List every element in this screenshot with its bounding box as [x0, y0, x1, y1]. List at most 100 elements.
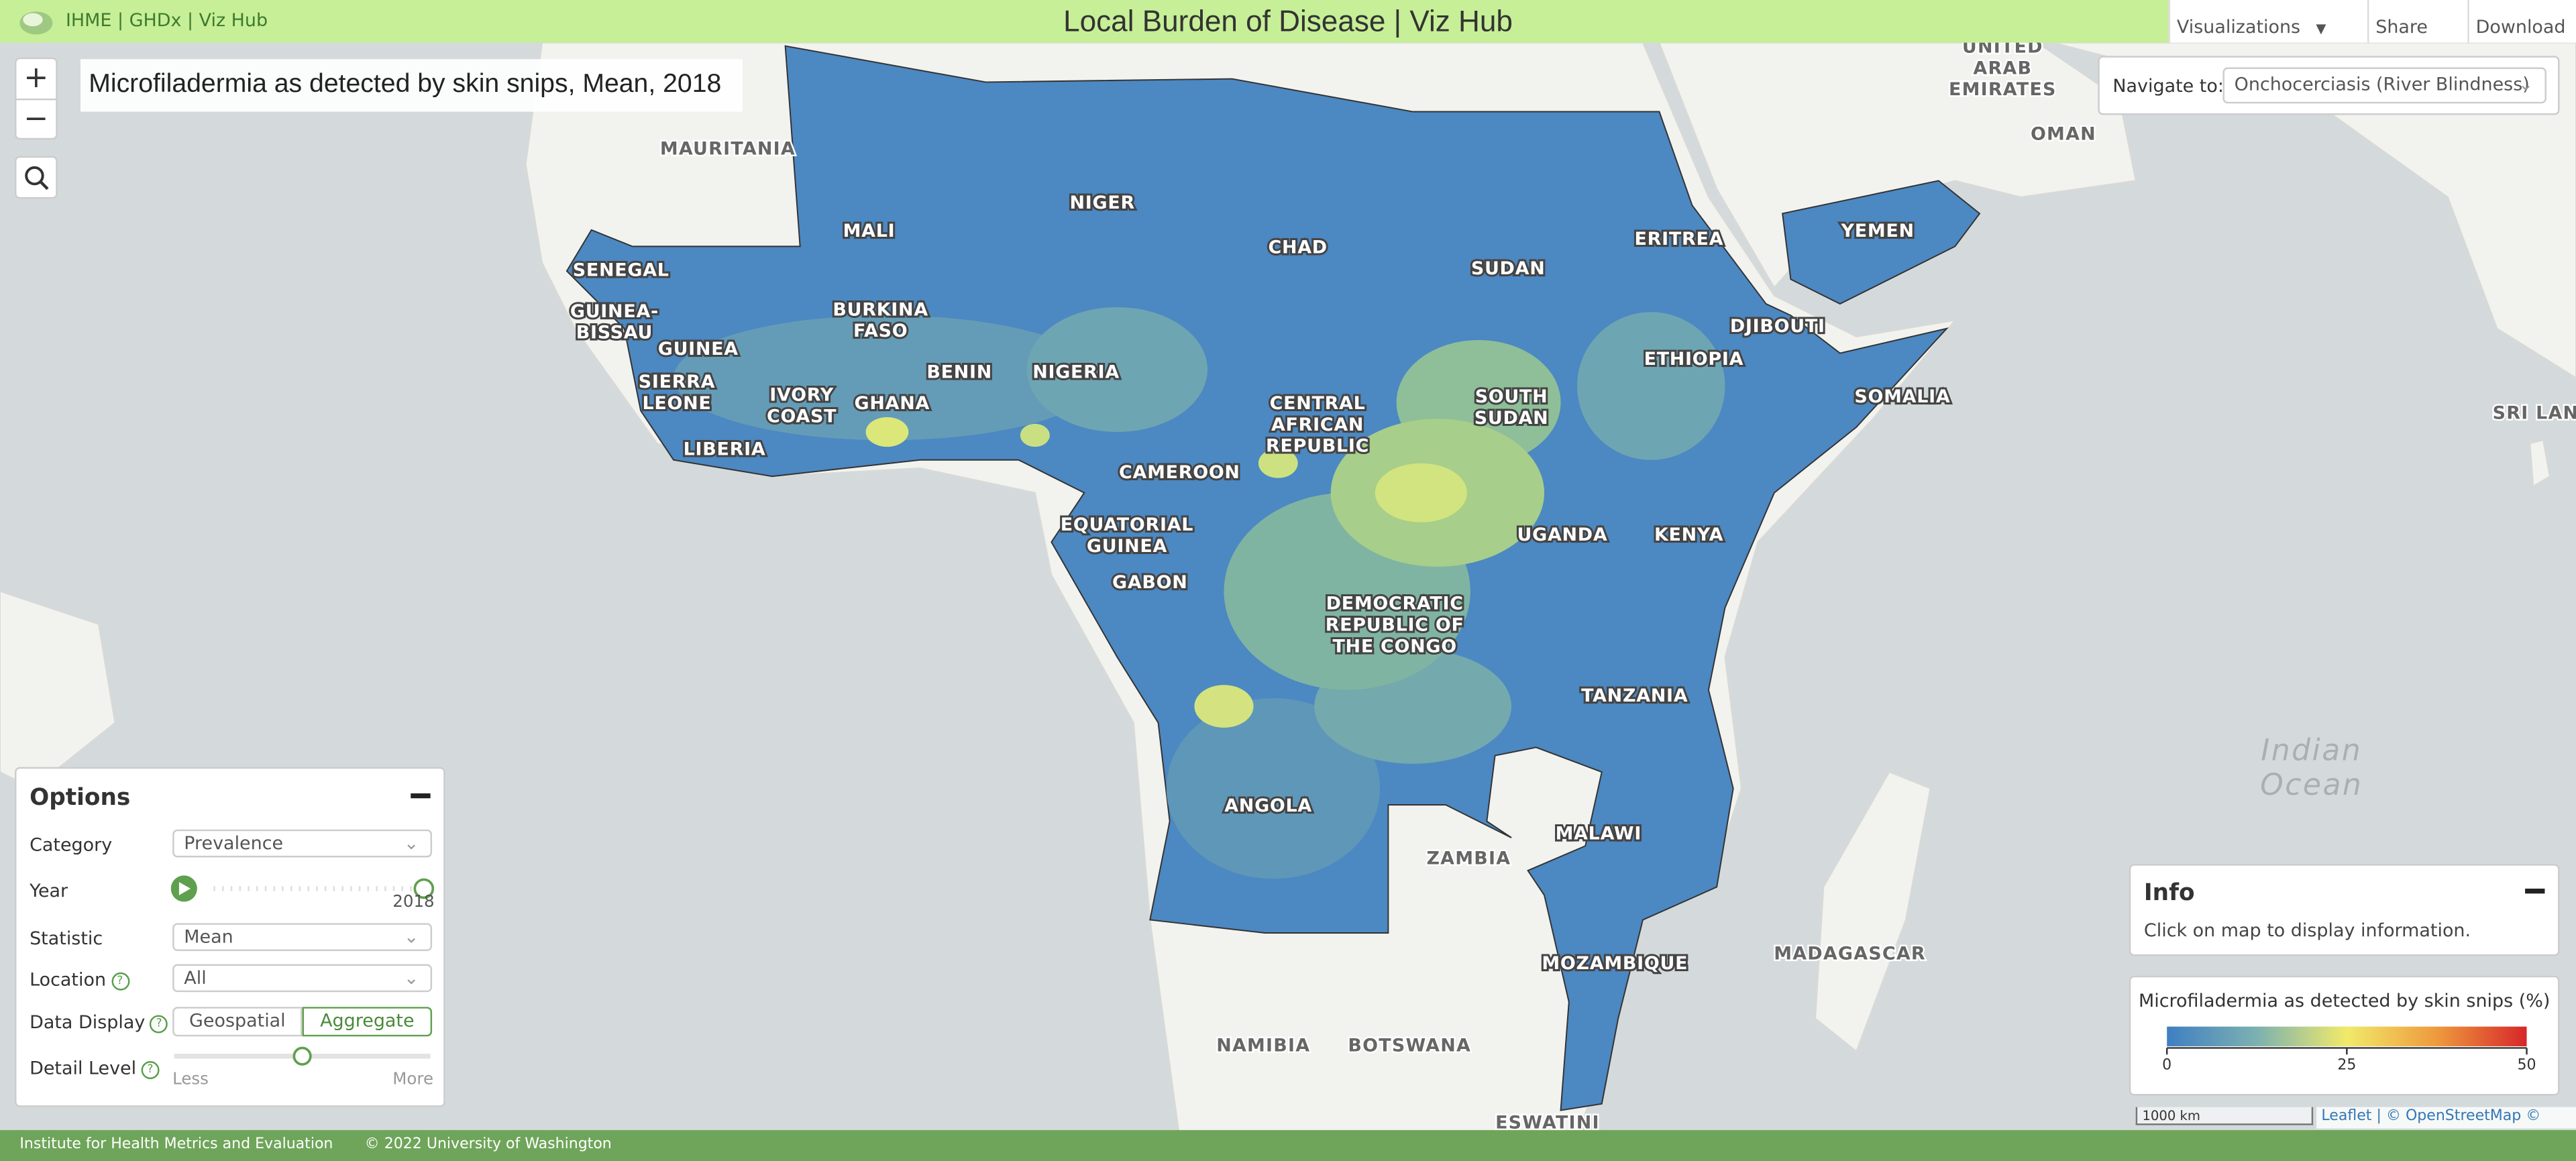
search-icon: [25, 166, 49, 190]
country-label: SENEGAL: [573, 260, 669, 281]
country-label: GUINEA: [1087, 536, 1167, 557]
aggregate-button[interactable]: Aggregate: [302, 1007, 433, 1037]
year-slider[interactable]: [170, 874, 437, 903]
sri-lanka: [2529, 439, 2551, 488]
statistic-select[interactable]: Mean ⌄: [172, 923, 433, 951]
country-label: SIERRA: [639, 372, 716, 392]
country-label: FASO: [853, 321, 908, 341]
country-label: SOMALIA: [1854, 386, 1950, 407]
detail-slider[interactable]: [171, 1045, 437, 1068]
zoom-in[interactable]: +: [16, 59, 56, 101]
scale-bar: 1000 km: [2135, 1107, 2314, 1125]
region-shade: [1258, 448, 1298, 478]
help-icon[interactable]: ?: [150, 1015, 168, 1034]
country-label: DEMOCRATIC: [1326, 594, 1464, 614]
info-text: Click on map to display information.: [2143, 920, 2471, 942]
detail-min: Less: [172, 1070, 209, 1089]
data-display-label: Data Display?: [30, 1012, 168, 1034]
country-label: ANGOLA: [1224, 795, 1312, 816]
country-label: DJIBOUTI: [1730, 316, 1825, 337]
info-panel: Info Click on map to display information…: [2129, 864, 2560, 956]
country-label: SOUTH: [1475, 386, 1548, 407]
country-label: LEONE: [642, 393, 711, 414]
country-label: BENIN: [926, 362, 992, 382]
category-select[interactable]: Prevalence ⌄: [172, 829, 433, 858]
region-shade: [865, 417, 909, 447]
collapse-button[interactable]: [411, 793, 431, 799]
logo[interactable]: [18, 7, 54, 36]
south-america: [0, 590, 116, 789]
menu-download[interactable]: Download: [2467, 0, 2576, 43]
country-label: AFRICAN: [1271, 414, 1364, 435]
legend-tick-label: 25: [2337, 1056, 2356, 1073]
country-label: EQUATORIAL: [1061, 514, 1193, 535]
country-label: BURKINA: [833, 299, 928, 320]
country-label: EMIRATES: [1949, 79, 2057, 100]
country-label: YEMEN: [1841, 221, 1915, 241]
location-select[interactable]: All ⌄: [172, 964, 433, 993]
dropdown-arrow: ▼: [2316, 21, 2326, 36]
country-label: NIGER: [1070, 192, 1135, 213]
country-label: SRI LANK: [2493, 403, 2576, 424]
region-shade: [1026, 307, 1208, 433]
country-label: MAURITANIA: [660, 138, 796, 159]
region-shade: [1020, 423, 1050, 447]
menu-visualizations[interactable]: Visualizations ▼: [2168, 0, 2367, 43]
madagascar: [1815, 771, 1931, 1052]
country-label: LIBERIA: [684, 439, 766, 460]
map-title: Microfiladermia as detected by skin snip…: [80, 59, 743, 112]
country-label: GUINEA-: [570, 301, 659, 322]
country-label: TANZANIA: [1581, 685, 1688, 706]
country-label: NIGERIA: [1032, 362, 1120, 382]
country-label: ERITREA: [1635, 229, 1724, 250]
zoom-out[interactable]: −: [23, 101, 49, 137]
help-icon[interactable]: ?: [111, 972, 129, 991]
select-arrow: ⌄: [403, 926, 419, 948]
country-label: REPUBLIC OF: [1326, 615, 1464, 636]
year-label: Year: [30, 880, 68, 902]
label-text: Detail Level: [30, 1058, 137, 1079]
header: IHME | GHDx | Viz Hub Local Burden of Di…: [0, 0, 2576, 43]
attribution[interactable]: Leaflet | © OpenStreetMap © CARTO: [2316, 1107, 2576, 1146]
country-label: UGANDA: [1517, 524, 1608, 545]
select-value: Prevalence: [184, 832, 284, 854]
info-title: Info: [2143, 880, 2195, 907]
collapse-button[interactable]: [2525, 888, 2545, 894]
country-label: NAMIBIA: [1216, 1036, 1310, 1056]
prevalence-shading: [674, 307, 1725, 879]
region-shade: [1577, 312, 1725, 460]
navigate-select[interactable]: Onchocerciasis (River Blindness) ⌄: [2222, 67, 2546, 104]
navigate-panel: Navigate to: Onchocerciasis (River Blind…: [2098, 56, 2560, 115]
year-value: 2018: [392, 893, 435, 912]
zoom-control: + −: [15, 57, 58, 140]
legend-tick-label: 0: [2162, 1056, 2171, 1073]
select-value: Mean: [184, 926, 233, 948]
footer: Institute for Health Metrics and Evaluat…: [0, 1129, 2576, 1161]
map-labels: MAURITANIASENEGALGUINEA-BISSAUGUINEASIER…: [568, 35, 2576, 1135]
yemen-area[interactable]: [1782, 180, 1981, 305]
detail-level-label: Detail Level?: [30, 1058, 160, 1079]
select-value: All: [184, 967, 207, 989]
arabia: [1658, 42, 2137, 289]
header-title: Local Burden of Disease | Viz Hub: [1063, 5, 1513, 38]
footer-copyright: © 2022 University of Washington: [364, 1136, 612, 1154]
options-panel: Options Category Prevalence ⌄ Year 2018 S…: [15, 767, 445, 1107]
select-arrow: ⌄: [403, 967, 419, 989]
brand-links[interactable]: IHME | GHDx | Viz Hub: [65, 9, 268, 32]
country-label: SUDAN: [1474, 408, 1549, 429]
help-icon[interactable]: ?: [141, 1061, 160, 1079]
country-label: GUINEA: [658, 339, 739, 360]
country-label: SUDAN: [1471, 258, 1546, 279]
country-label: MOZAMBIQUE: [1542, 953, 1688, 974]
asia: [2053, 42, 2576, 379]
country-label: COAST: [767, 406, 837, 427]
geospatial-button[interactable]: Geospatial: [172, 1007, 303, 1037]
menu-share[interactable]: Share: [2367, 0, 2468, 43]
search-button[interactable]: [15, 156, 58, 199]
region-shade: [1375, 463, 1467, 522]
legend-panel: Microfiladermia as detected by skin snip…: [2129, 975, 2560, 1096]
navigate-value: Onchocerciasis (River Blindness): [2234, 74, 2530, 96]
